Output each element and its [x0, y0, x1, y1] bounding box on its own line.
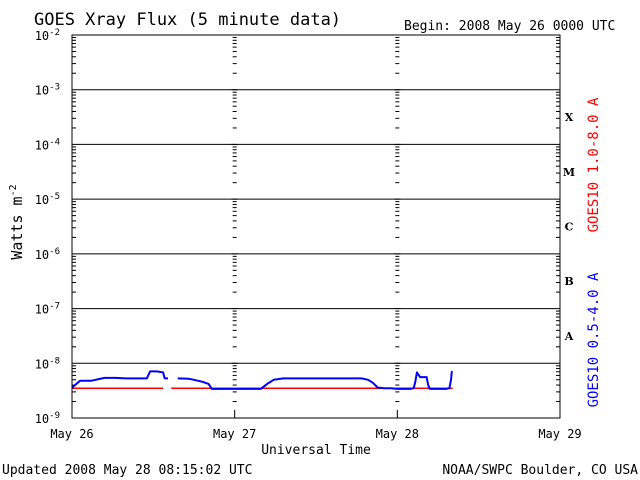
series-line-0 — [71, 370, 453, 390]
x-tick-label-0: May 26 — [50, 427, 93, 441]
y-tick-label-7: 10-9 — [35, 411, 60, 426]
chart-title: GOES Xray Flux (5 minute data) — [34, 10, 341, 30]
updated-timestamp: Updated 2008 May 28 08:15:02 UTC — [2, 463, 252, 478]
data-series — [71, 370, 453, 390]
day-separators — [231, 37, 401, 419]
y-axis-label: Watts m-2 — [8, 184, 26, 259]
legend-entry-0: GOES10 0.5-4.0 A — [586, 272, 602, 407]
svg-text:Watts m-2: Watts m-2 — [8, 184, 26, 259]
y-tick-exponent: -5 — [49, 192, 60, 202]
flare-class-1: M — [563, 166, 575, 179]
plot-frame — [71, 34, 561, 419]
y-tick-base: 10 — [35, 357, 49, 371]
y-tick-base: 10 — [35, 84, 49, 98]
grid-lines — [72, 89, 560, 364]
y-tick-label-2: 10-4 — [35, 137, 60, 152]
flare-class-4: A — [564, 330, 574, 343]
y-tick-exponent: -8 — [49, 356, 60, 366]
y-tick-label-4: 10-6 — [35, 247, 60, 262]
y-axis-label-exponent: -2 — [8, 184, 19, 196]
y-tick-base: 10 — [35, 138, 49, 152]
y-axis-ticks: 10-210-310-410-510-610-710-810-9 — [35, 28, 560, 426]
legend: GOES10 1.0-8.0 A GOES10 0.5-4.0 A — [586, 97, 602, 407]
x-tick-label-1: May 27 — [213, 427, 256, 441]
y-tick-base: 10 — [35, 248, 49, 262]
y-tick-base: 10 — [35, 412, 49, 426]
y-axis-label-text: Watts m — [8, 196, 26, 259]
y-tick-label-6: 10-8 — [35, 356, 60, 371]
y-tick-exponent: -7 — [49, 302, 60, 312]
day-separator-1 — [231, 37, 238, 419]
x-tick-label-3: May 29 — [538, 427, 581, 441]
legend-entry-1: GOES10 1.0-8.0 A — [586, 97, 602, 232]
y-tick-exponent: -4 — [49, 137, 60, 147]
day-separator-2 — [394, 37, 401, 419]
flare-class-0: X — [565, 111, 574, 124]
y-tick-base: 10 — [35, 193, 49, 207]
y-tick-label-1: 10-3 — [35, 83, 60, 98]
flare-class-labels: X M C B A — [563, 111, 575, 343]
y-tick-exponent: -9 — [49, 411, 60, 421]
y-tick-exponent: -6 — [49, 247, 60, 257]
credit-text: NOAA/SWPC Boulder, CO USA — [442, 463, 638, 478]
y-tick-base: 10 — [35, 29, 49, 43]
flare-class-2: C — [565, 221, 574, 234]
x-tick-label-2: May 28 — [376, 427, 419, 441]
x-axis-label: Universal Time — [261, 443, 371, 458]
begin-date: Begin: 2008 May 26 0000 UTC — [404, 19, 615, 34]
y-tick-exponent: -2 — [49, 28, 60, 38]
y-tick-label-3: 10-5 — [35, 192, 60, 207]
y-tick-exponent: -3 — [49, 83, 60, 93]
x-axis-ticks: May 26 May 27 May 28 May 29 — [50, 427, 581, 441]
y-tick-label-5: 10-7 — [35, 302, 60, 317]
y-tick-label-0: 10-2 — [35, 28, 60, 43]
flare-class-3: B — [564, 275, 573, 288]
y-tick-base: 10 — [35, 303, 49, 317]
